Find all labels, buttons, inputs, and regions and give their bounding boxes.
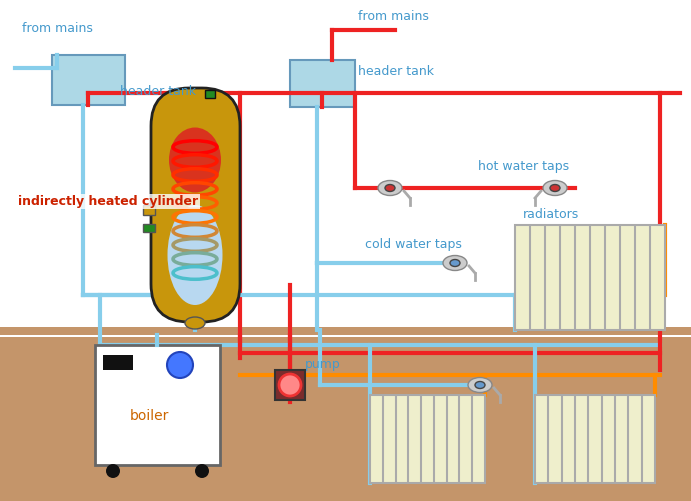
Bar <box>290 60 355 107</box>
Bar <box>205 90 215 98</box>
FancyBboxPatch shape <box>151 88 240 322</box>
Bar <box>103 355 133 370</box>
Ellipse shape <box>475 381 485 388</box>
Bar <box>52 55 125 105</box>
Ellipse shape <box>185 317 205 329</box>
Text: pump: pump <box>305 358 341 371</box>
Ellipse shape <box>167 205 223 305</box>
Bar <box>143 224 155 232</box>
Circle shape <box>195 464 209 478</box>
Text: from mains: from mains <box>358 10 429 23</box>
Bar <box>0 337 691 501</box>
Ellipse shape <box>378 180 402 195</box>
Bar <box>0 327 691 335</box>
Text: radiators: radiators <box>523 208 579 221</box>
Bar <box>370 395 485 483</box>
Ellipse shape <box>443 256 467 271</box>
Ellipse shape <box>543 180 567 195</box>
Circle shape <box>279 374 301 396</box>
Bar <box>275 370 305 400</box>
Text: header tank: header tank <box>358 65 434 78</box>
Bar <box>515 225 665 330</box>
Text: header tank: header tank <box>120 85 196 98</box>
Bar <box>143 205 155 215</box>
Ellipse shape <box>385 184 395 191</box>
Text: indirectly heated cylinder: indirectly heated cylinder <box>18 195 198 208</box>
Ellipse shape <box>550 184 560 191</box>
Circle shape <box>106 464 120 478</box>
Ellipse shape <box>468 377 492 392</box>
Text: boiler: boiler <box>130 409 169 423</box>
Circle shape <box>167 352 193 378</box>
Bar <box>535 395 655 483</box>
Text: hot water taps: hot water taps <box>478 160 569 173</box>
Ellipse shape <box>169 127 221 192</box>
Text: from mains: from mains <box>22 22 93 35</box>
Ellipse shape <box>450 260 460 267</box>
Bar <box>95 345 220 465</box>
Text: cold water taps: cold water taps <box>365 238 462 251</box>
